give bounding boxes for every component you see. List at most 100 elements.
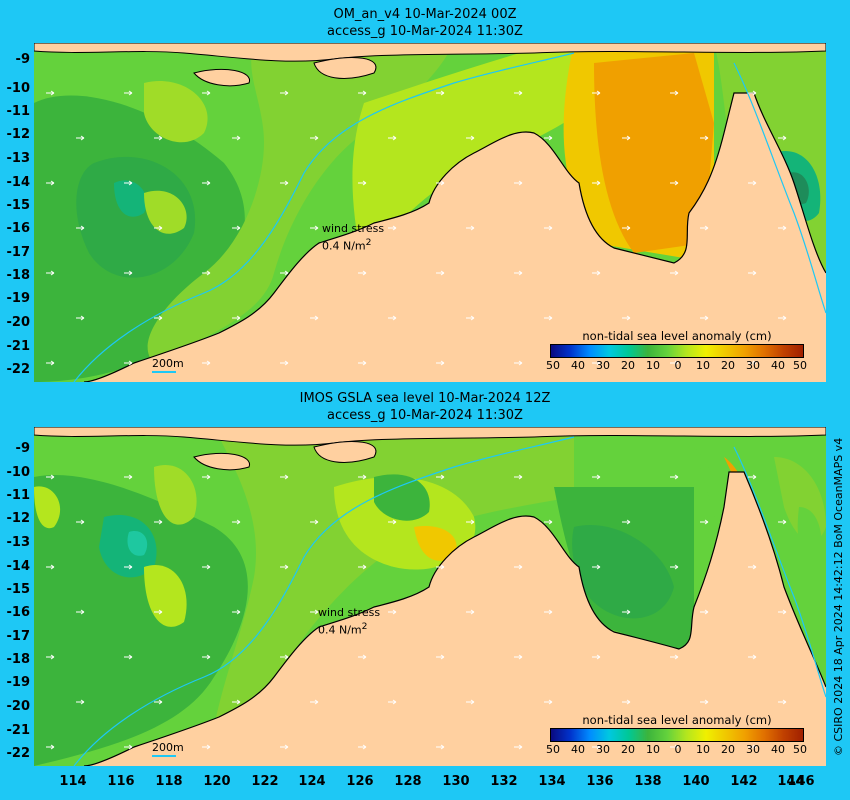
wind-arrow — [310, 315, 319, 321]
wind-arrow — [514, 90, 523, 96]
legend-tick: 20 — [721, 743, 735, 756]
lat-tick: -12 — [6, 127, 31, 142]
legend-tick: 50 — [793, 359, 807, 372]
wind-arrow — [310, 519, 319, 525]
legend-tick: 50 — [793, 743, 807, 756]
lat-tick: -16 — [6, 605, 31, 620]
wind-arrow — [466, 315, 475, 321]
legend-tick: 20 — [621, 743, 635, 756]
wind-arrow — [154, 699, 163, 705]
wind-arrow — [202, 654, 211, 660]
lon-tick: 140 — [682, 774, 710, 789]
top-map[interactable] — [34, 43, 826, 382]
wind-arrow — [202, 474, 211, 480]
wind-arrow — [514, 564, 523, 570]
wind-arrow — [436, 90, 445, 96]
wind-arrow — [124, 564, 133, 570]
wind-arrow — [388, 519, 397, 525]
wind-arrow — [280, 744, 289, 750]
top-scale-key: 200m — [152, 357, 184, 373]
wind-arrow — [46, 744, 55, 750]
wind-arrow — [76, 699, 85, 705]
bottom-panel-title: IMOS GSLA sea level 10-Mar-2024 12Z acce… — [0, 390, 850, 424]
wind-arrow — [670, 474, 679, 480]
wind-arrow — [154, 315, 163, 321]
wind-arrow — [748, 564, 757, 570]
lat-tick: -15 — [6, 198, 31, 213]
wind-arrow — [280, 90, 289, 96]
lon-tick: 138 — [634, 774, 662, 789]
scale-label: 200m — [152, 741, 184, 754]
wind-arrow — [202, 564, 211, 570]
lon-tick: 130 — [442, 774, 470, 789]
wind-arrow — [592, 270, 601, 276]
wind-arrow — [544, 225, 553, 231]
lat-tick: -13 — [6, 151, 31, 166]
lon-tick: 136 — [586, 774, 614, 789]
wind-arrow — [358, 474, 367, 480]
wind-arrow — [46, 654, 55, 660]
wind-arrow — [280, 360, 289, 366]
wind-arrow — [388, 225, 397, 231]
wind-arrow — [202, 744, 211, 750]
wind-arrow — [154, 225, 163, 231]
wind-arrow — [670, 180, 679, 186]
wind-arrow — [778, 699, 787, 705]
wind-arrow — [154, 519, 163, 525]
wind-arrow — [124, 474, 133, 480]
credit-text: © CSIRO 2024 18 Apr 2024 14:42:12 BoM Oc… — [832, 437, 845, 756]
wind-arrow — [310, 135, 319, 141]
wind-arrow — [280, 270, 289, 276]
wind-arrow — [544, 135, 553, 141]
wind-arrow — [46, 564, 55, 570]
scale-label: 200m — [152, 357, 184, 370]
legend-tick: 30 — [596, 359, 610, 372]
top-legend: non-tidal sea level anomaly (cm) 50 40 3… — [546, 329, 807, 372]
lon-tick: 132 — [490, 774, 518, 789]
lon-tick: 114 — [59, 774, 87, 789]
lat-tick: -17 — [6, 629, 31, 644]
wind-arrow — [358, 564, 367, 570]
wind-arrow — [310, 225, 319, 231]
lat-tick: -13 — [6, 535, 31, 550]
wind-arrow — [622, 519, 631, 525]
wind-arrow — [436, 360, 445, 366]
wind-arrow — [700, 135, 709, 141]
wind-arrow — [466, 519, 475, 525]
wind-arrow — [514, 180, 523, 186]
wind-arrow — [358, 744, 367, 750]
lon-tick: 116 — [107, 774, 135, 789]
legend-ticks: 50 40 30 20 10 0 10 20 30 40 50 — [546, 742, 807, 756]
wind-arrow — [388, 609, 397, 615]
legend-colorbar — [550, 728, 804, 742]
top-title-line1: OM_an_v4 10-Mar-2024 00Z — [333, 7, 517, 22]
lat-tick: -21 — [6, 723, 31, 738]
legend-tick: 50 — [546, 743, 560, 756]
wind-arrow — [310, 609, 319, 615]
wind-arrow — [436, 180, 445, 186]
wind-arrow — [202, 90, 211, 96]
legend-tick: 30 — [596, 743, 610, 756]
wind-arrow — [388, 699, 397, 705]
wind-arrow — [46, 90, 55, 96]
wind-arrow — [280, 564, 289, 570]
bottom-map-field — [34, 427, 826, 766]
wind-arrow — [514, 654, 523, 660]
wind-arrow — [592, 654, 601, 660]
bottom-map[interactable] — [34, 427, 826, 766]
wind-arrow — [670, 360, 679, 366]
lon-tick: 144 — [777, 774, 805, 789]
wind-arrow — [280, 654, 289, 660]
lat-tick: -9 — [15, 441, 30, 456]
wind-arrow — [700, 699, 709, 705]
wind-stress-value: 0.4 N/m2 — [318, 621, 368, 637]
lat-tick: -10 — [6, 81, 31, 96]
top-title-line2: access_g 10-Mar-2024 11:30Z — [327, 24, 523, 39]
wind-arrow — [748, 90, 757, 96]
wind-arrow — [592, 564, 601, 570]
lat-tick: -22 — [6, 746, 31, 761]
lat-tick: -19 — [6, 675, 31, 690]
wind-arrow — [280, 180, 289, 186]
wind-arrow — [700, 225, 709, 231]
scale-line — [152, 371, 176, 373]
